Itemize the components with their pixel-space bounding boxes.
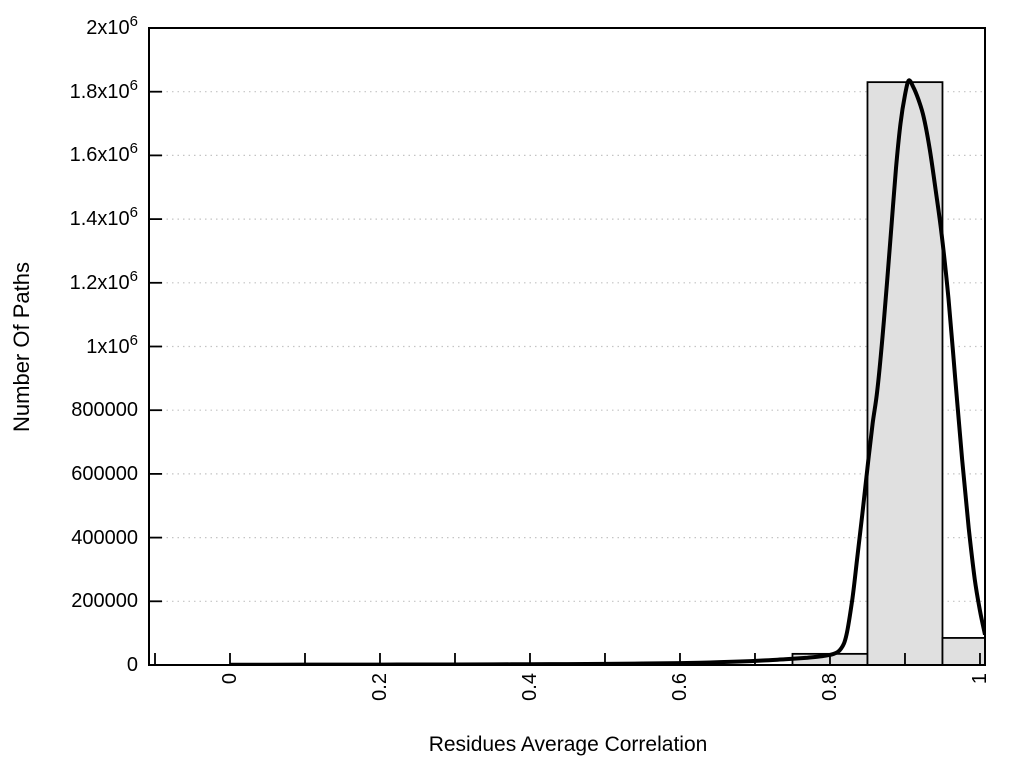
y-tick-label-text: 800000	[71, 399, 138, 422]
y-tick-label-text: 1.8x10	[69, 80, 130, 103]
y-tick-label: 1.8x106	[0, 76, 138, 105]
y-tick-label: 800000	[0, 397, 138, 423]
x-tick-label-text: 0	[218, 673, 241, 685]
y-tick-label-text: 400000	[71, 526, 138, 549]
y-tick-label: 400000	[0, 525, 138, 551]
y-tick-label-text: 1.4x10	[69, 208, 130, 231]
y-tick-label: 1.4x106	[0, 204, 138, 232]
y-tick-label-exponent: 6	[129, 331, 138, 349]
x-tick-label-text: 0.4	[518, 673, 541, 701]
y-tick-label-text: 200000	[71, 590, 138, 613]
x-tick-label-text: 0.8	[818, 673, 841, 701]
x-tick-label-text: 0.6	[668, 673, 691, 701]
x-tick-label-text: 0.2	[368, 673, 391, 701]
y-tick-label: 2x106	[0, 13, 138, 41]
y-tick-label: 1x106	[0, 331, 138, 360]
y-tick-label-exponent: 6	[129, 267, 138, 285]
y-tick-label: 1.6x106	[0, 140, 138, 168]
y-tick-label-text: 600000	[71, 462, 138, 485]
y-tick-label: 1.2x106	[0, 267, 138, 296]
y-tick-label-text: 2x10	[86, 17, 130, 39]
y-tick-label-exponent: 6	[129, 140, 138, 158]
y-tick-label-text: 1.2x10	[69, 271, 130, 294]
y-tick-label-exponent: 6	[129, 76, 138, 94]
histogram-bar	[941, 637, 985, 665]
y-tick-label-exponent: 6	[129, 204, 138, 222]
y-tick-label: 0	[0, 652, 138, 678]
x-axis-title: Residues Average Correlation	[428, 733, 708, 756]
y-tick-label-text: 0	[126, 654, 138, 676]
x-tick-label-text: 1	[968, 673, 991, 685]
y-tick-label-text: 1.6x10	[69, 144, 130, 167]
y-tick-label: 200000	[0, 588, 138, 614]
y-tick-label: 600000	[0, 461, 138, 487]
y-tick-label-exponent: 6	[129, 13, 138, 30]
y-tick-label-text: 1x10	[86, 335, 130, 358]
plot-border	[148, 27, 986, 666]
